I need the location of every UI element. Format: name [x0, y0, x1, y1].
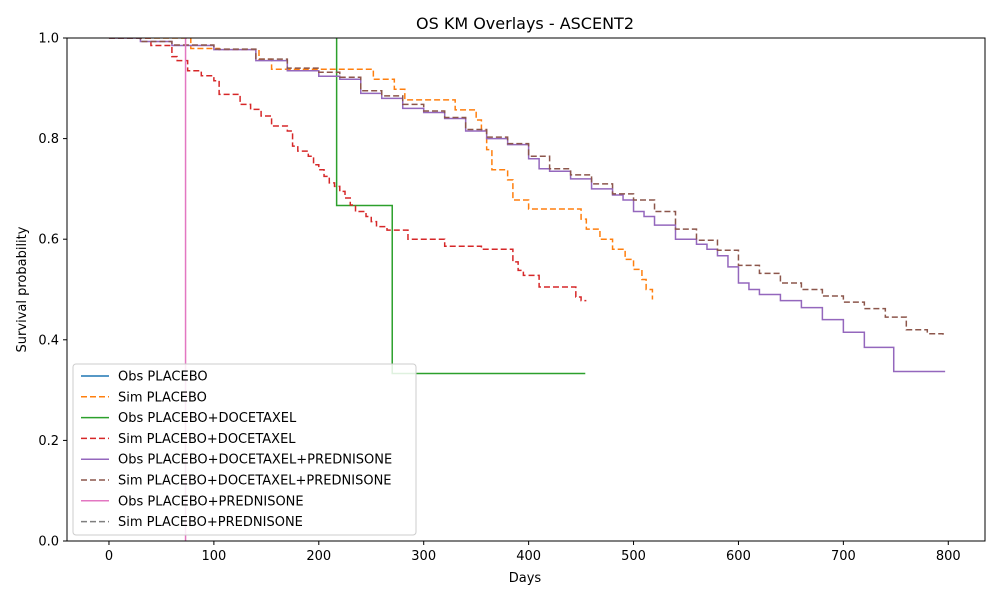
y-axis: 0.0 0.2 0.4 0.6 0.8 1.0 — [38, 32, 67, 550]
x-tick-label: 400 — [516, 549, 541, 564]
y-tick-label: 0.6 — [38, 233, 59, 248]
x-tick-label: 200 — [306, 549, 331, 564]
y-tick-label: 0.0 — [38, 535, 59, 550]
x-axis: 0 100 200 300 400 500 600 700 800 — [105, 541, 961, 564]
chart-title: OS KM Overlays - ASCENT2 — [416, 14, 634, 33]
legend-label: Sim PLACEBO+DOCETAXEL+PREDNISONE — [118, 474, 392, 489]
legend-label: Sim PLACEBO+DOCETAXEL — [118, 432, 296, 447]
legend-box — [72, 363, 417, 536]
x-tick-label: 800 — [936, 549, 961, 564]
x-axis-label: Days — [509, 571, 542, 586]
legend-label: Obs PLACEBO — [118, 370, 208, 385]
series-line-2 — [335, 38, 586, 375]
legend-label: Obs PLACEBO+PREDNISONE — [118, 494, 304, 509]
plot-area — [108, 38, 946, 541]
x-tick-label: 500 — [621, 549, 646, 564]
y-tick-label: 0.8 — [38, 132, 59, 147]
legend-label: Sim PLACEBO — [118, 390, 207, 405]
y-axis-label: Survival probability — [15, 226, 30, 352]
y-tick-label: 1.0 — [38, 32, 59, 47]
y-tick-label: 0.4 — [38, 333, 59, 348]
series-line-3 — [108, 38, 587, 302]
series-line-4 — [108, 38, 946, 373]
y-tick-label: 0.2 — [38, 434, 59, 449]
legend-label: Obs PLACEBO+DOCETAXEL — [118, 411, 297, 426]
legend-label: Sim PLACEBO+PREDNISONE — [118, 515, 303, 530]
x-tick-label: 0 — [105, 549, 113, 564]
legend: Obs PLACEBO Sim PLACEBO Obs PLACEBO+DOCETA… — [72, 363, 417, 536]
series-line-1 — [108, 38, 654, 300]
plot-frame — [66, 37, 986, 542]
series-line-5 — [108, 38, 944, 335]
x-tick-label: 600 — [726, 549, 751, 564]
legend-label: Obs PLACEBO+DOCETAXEL+PREDNISONE — [118, 453, 392, 468]
x-tick-label: 300 — [411, 549, 436, 564]
x-tick-label: 700 — [831, 549, 856, 564]
x-tick-label: 100 — [201, 549, 226, 564]
